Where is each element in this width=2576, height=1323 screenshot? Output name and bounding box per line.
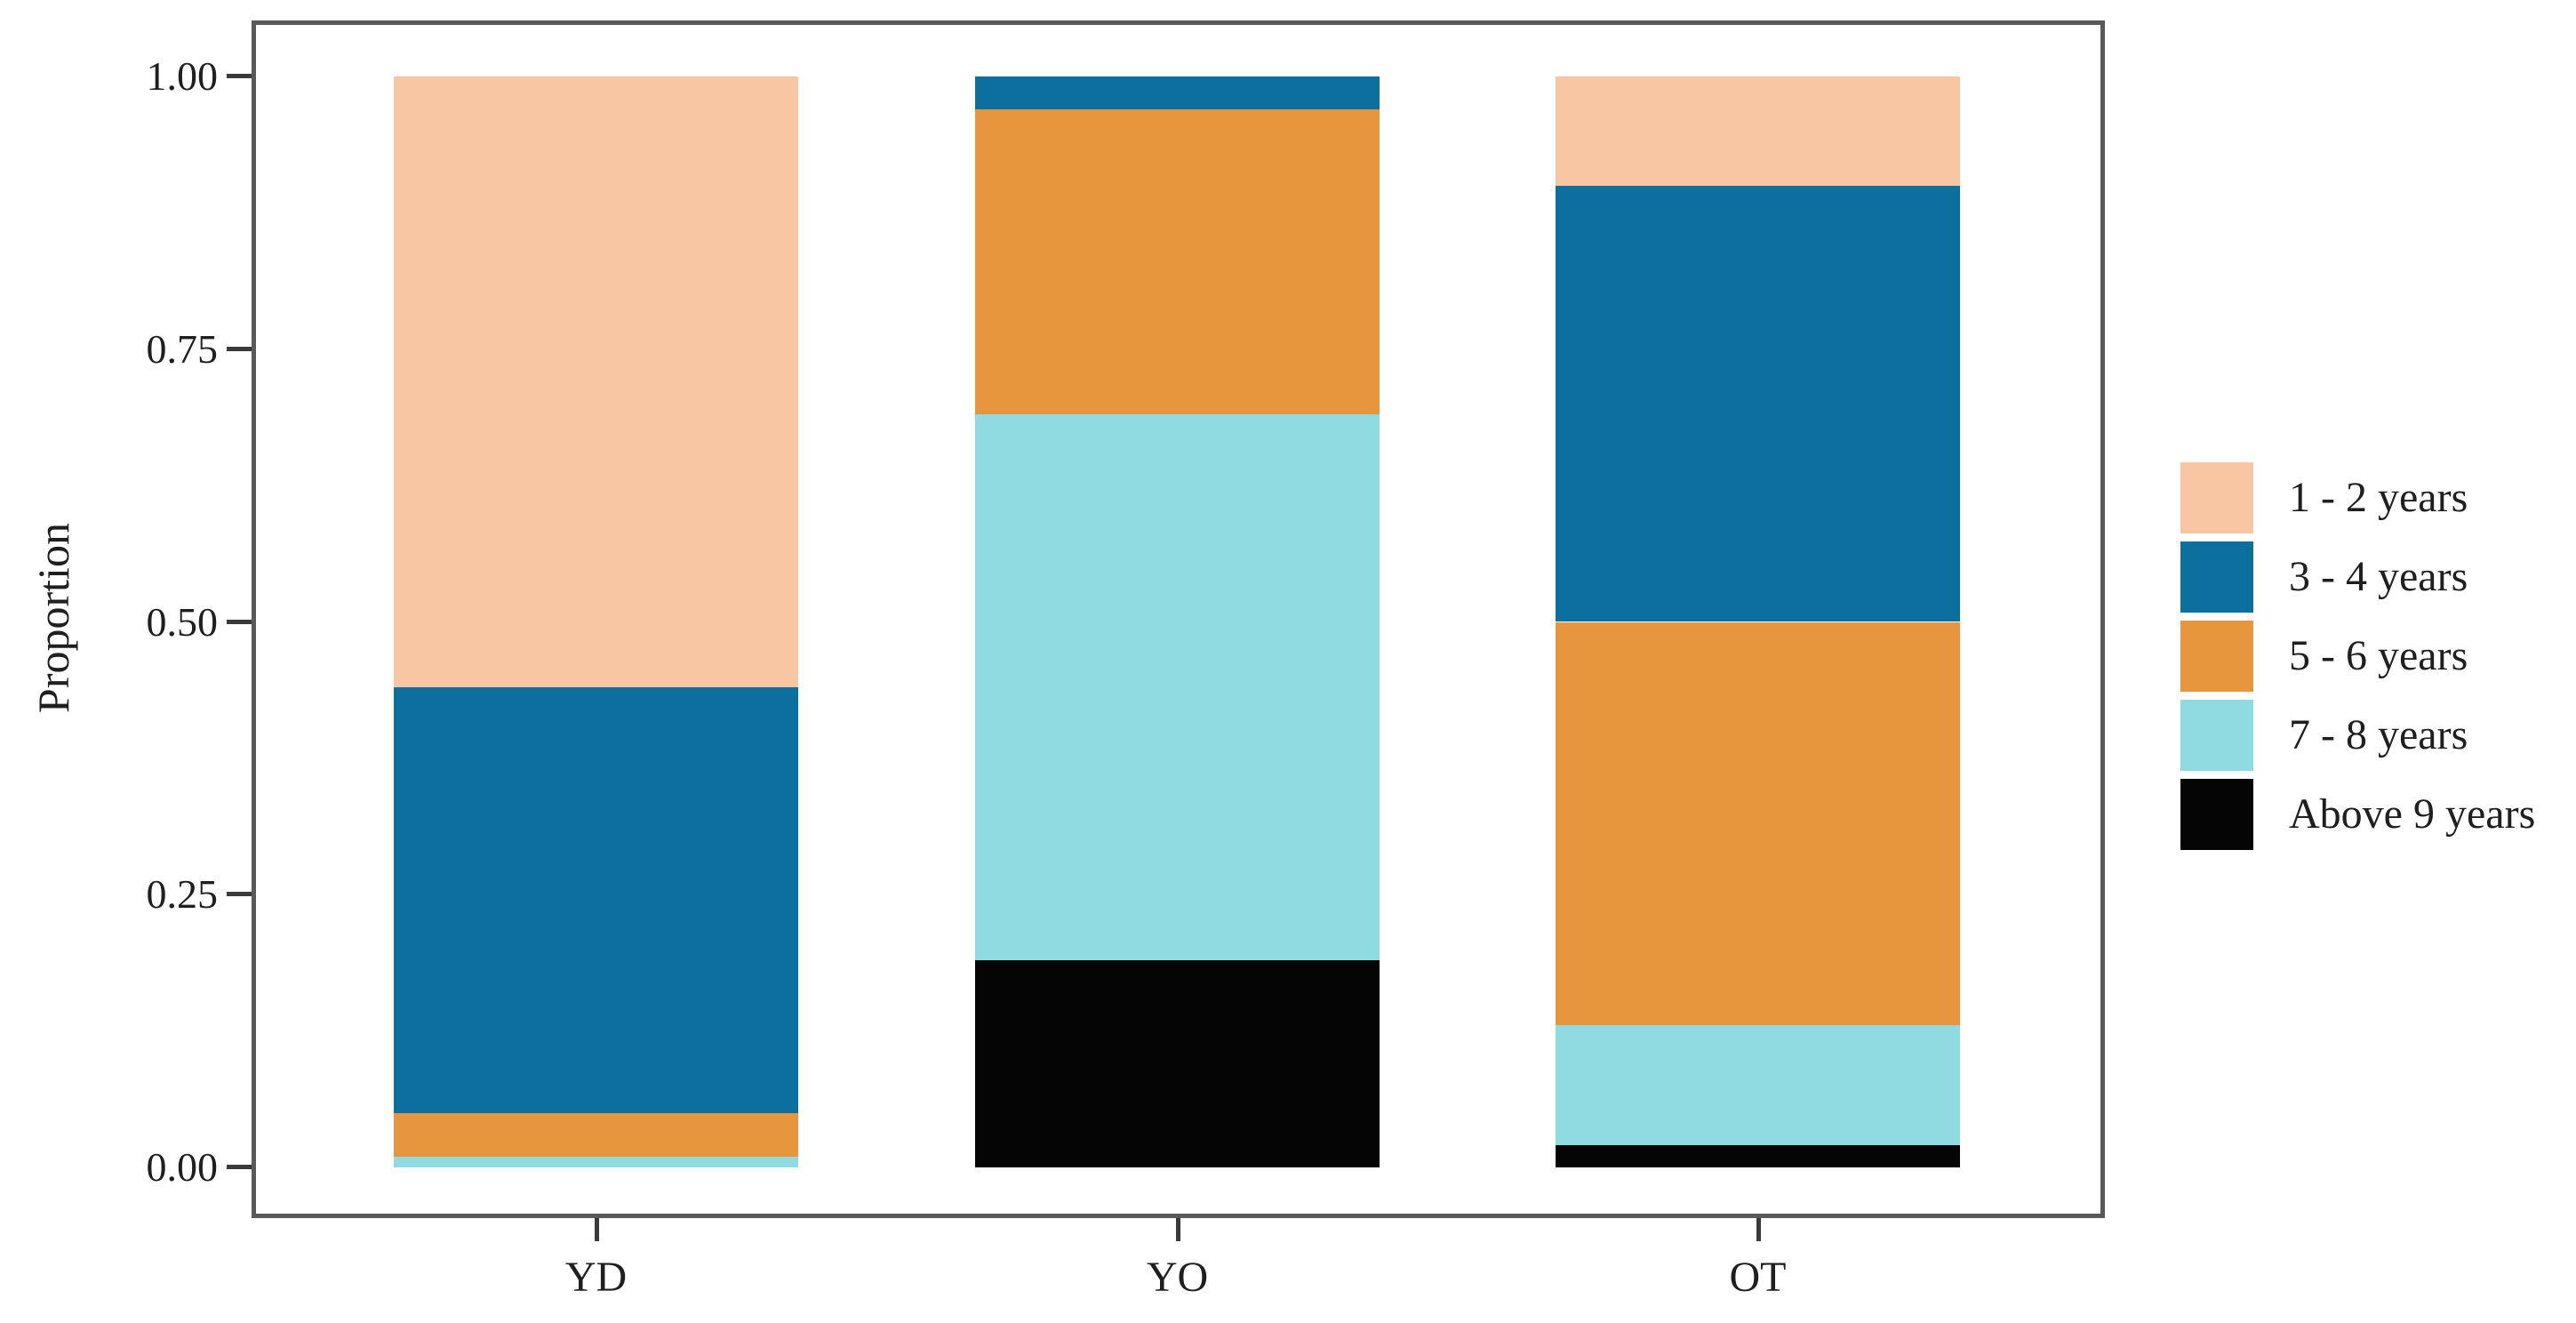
x-tick-label-ot: OT — [1729, 1254, 1787, 1301]
y-tick-label-0-75: 0.75 — [146, 325, 219, 372]
legend-label-3-4-years: 3 - 4 years — [2289, 553, 2468, 600]
legend-label-7-8-years: 7 - 8 years — [2289, 711, 2468, 758]
bar-segment-ot-3-4-years — [1556, 185, 1960, 622]
legend-swatch-3-4-years — [2180, 541, 2253, 613]
y-tick-mark-0-50 — [227, 619, 252, 624]
bar-segment-ot-1-2-years — [1556, 76, 1960, 186]
y-tick-label-0-00: 0.00 — [146, 1144, 219, 1190]
bar-segment-yd-3-4-years — [394, 687, 798, 1113]
legend-swatch-5-6-years — [2180, 621, 2253, 692]
legend-label-1-2-years: 1 - 2 years — [2289, 474, 2468, 521]
bar-segment-yo-5-6-years — [975, 108, 1380, 415]
x-tick-mark-ot — [1756, 1218, 1761, 1241]
bar-segment-ot-7-8-years — [1556, 1025, 1960, 1146]
y-tick-mark-1-00 — [227, 74, 252, 78]
legend-swatch-7-8-years — [2180, 700, 2253, 771]
legend-label-above-9-years: Above 9 years — [2289, 790, 2536, 838]
bar-segment-ot-5-6-years — [1556, 621, 1960, 1026]
legend-label-5-6-years: 5 - 6 years — [2289, 632, 2468, 679]
bar-segment-yo-above-9-years — [975, 959, 1380, 1167]
y-tick-label-0-50: 0.50 — [146, 598, 219, 645]
x-tick-mark-yd — [594, 1218, 599, 1241]
x-tick-label-yo: YO — [1146, 1254, 1209, 1301]
bar-segment-yd-5-6-years — [394, 1112, 798, 1157]
bar-segment-yo-3-4-years — [975, 76, 1380, 109]
y-tick-mark-0-75 — [227, 346, 252, 351]
legend-swatch-1-2-years — [2180, 462, 2253, 533]
bar-segment-yo-7-8-years — [975, 414, 1380, 960]
y-tick-mark-0-00 — [227, 1165, 252, 1169]
legend-swatch-above-9-years — [2180, 779, 2253, 850]
bar-segment-ot-above-9-years — [1556, 1145, 1960, 1167]
bar-segment-yd-7-8-years — [394, 1156, 798, 1167]
y-tick-mark-0-25 — [227, 892, 252, 897]
x-tick-label-yd: YD — [564, 1254, 628, 1301]
x-tick-mark-yo — [1175, 1218, 1180, 1241]
y-tick-label-0-25: 0.25 — [146, 871, 219, 918]
y-tick-label-1-00: 1.00 — [146, 53, 219, 99]
bar-segment-yd-1-2-years — [394, 76, 798, 688]
